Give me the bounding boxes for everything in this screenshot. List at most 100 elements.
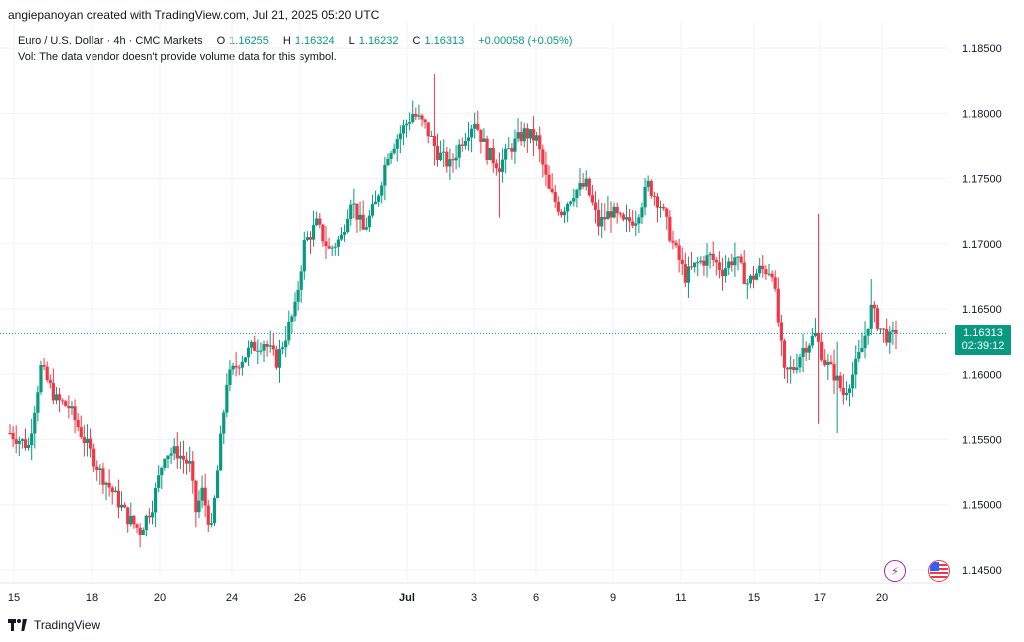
candle-body [358, 214, 362, 220]
candle-body [801, 347, 805, 358]
candle-body [104, 482, 108, 485]
candle-body [228, 369, 232, 385]
candle-body [336, 239, 340, 247]
candle-body [528, 129, 533, 139]
candle-body [48, 380, 52, 384]
candle-body [841, 387, 845, 395]
footer-brand: TradingView [8, 618, 100, 632]
candle-body [265, 344, 269, 347]
candle-body [175, 446, 179, 459]
candle-body [420, 115, 424, 120]
candle-body [510, 148, 514, 152]
candle-body [807, 345, 811, 353]
candle-body [497, 168, 502, 172]
candle-body [525, 128, 529, 139]
candle-body [67, 406, 71, 409]
candle-body [380, 185, 384, 196]
candle-body [395, 139, 399, 149]
candle-body [869, 304, 873, 329]
candle-body [88, 438, 93, 449]
candle-body [782, 340, 787, 368]
candle-body [547, 174, 551, 189]
candle-body [693, 262, 697, 268]
candle-body [123, 504, 127, 508]
candle-body [711, 253, 715, 261]
candle-body [330, 247, 334, 249]
candle-body [36, 392, 40, 413]
candle-body [305, 237, 309, 240]
candle-body [200, 487, 204, 501]
candle-body [851, 374, 855, 389]
candle-body [789, 367, 793, 370]
candle-body [246, 347, 251, 358]
candle-body [318, 218, 322, 225]
candle-body [54, 394, 59, 401]
candle-body [212, 498, 217, 524]
candle-body [194, 480, 198, 513]
candle-body [435, 145, 440, 161]
low-label: L [348, 35, 355, 47]
candle-body [361, 214, 365, 230]
candle-body [293, 301, 297, 317]
volume-note-row: Vol: The data vendor doesn't provide vol… [18, 49, 572, 65]
candle-body [401, 125, 406, 134]
candle-body [872, 304, 876, 309]
candle-body [730, 261, 734, 266]
candle-body [119, 504, 124, 508]
candle-body [587, 178, 591, 196]
candle-body [463, 140, 467, 146]
candle-body [742, 262, 746, 284]
x-tick-label: 20 [154, 592, 166, 604]
candle-body [795, 367, 799, 371]
candle-body [274, 349, 279, 368]
candle-body [442, 151, 446, 153]
y-tick-label: 1.16500 [962, 304, 1002, 316]
candle-body [284, 340, 288, 348]
y-axis: 1.14500 1.15000 1.15500 1.16000 1.16500 1.170… [962, 43, 1002, 577]
x-tick-label: 15 [8, 592, 20, 604]
candle-body [116, 490, 121, 508]
candle-body [677, 245, 681, 260]
candle-body [668, 216, 672, 241]
candle-body [482, 138, 486, 142]
candle-body [26, 445, 31, 448]
lightning-icon[interactable]: ⚡ [884, 560, 906, 582]
candle-body [584, 178, 588, 187]
candle-body [875, 308, 880, 329]
candle-body [727, 261, 731, 269]
candle-body [562, 211, 567, 216]
candle-body [556, 201, 560, 212]
candle-body [222, 412, 226, 434]
candle-body [184, 459, 189, 464]
candle-body [860, 348, 864, 353]
candle-body [550, 188, 554, 192]
candle-body [324, 241, 328, 247]
candle-body [838, 375, 842, 388]
candle-body [150, 512, 155, 518]
candle-body [724, 268, 728, 277]
candle-body [559, 211, 564, 216]
candle-body [761, 265, 765, 270]
candle-body [590, 195, 595, 203]
candle-body [826, 361, 830, 365]
candle-body [166, 455, 170, 460]
candle-body [64, 401, 68, 407]
candle-body [225, 384, 229, 413]
candle-body [135, 524, 139, 528]
candle-body [281, 347, 285, 350]
candle-body [250, 341, 254, 348]
candle-body [494, 163, 498, 169]
candle-body [349, 204, 353, 219]
candle-body [662, 206, 666, 209]
candle-body [160, 467, 164, 476]
candle-body [810, 335, 814, 346]
candle-body [206, 505, 210, 525]
candle-body [674, 242, 678, 246]
candle-body [157, 475, 161, 488]
candle-body [770, 273, 774, 278]
candle-body [754, 273, 759, 280]
us-flag-icon[interactable] [928, 560, 950, 582]
candle-body [717, 262, 722, 270]
candle-body [383, 165, 387, 186]
